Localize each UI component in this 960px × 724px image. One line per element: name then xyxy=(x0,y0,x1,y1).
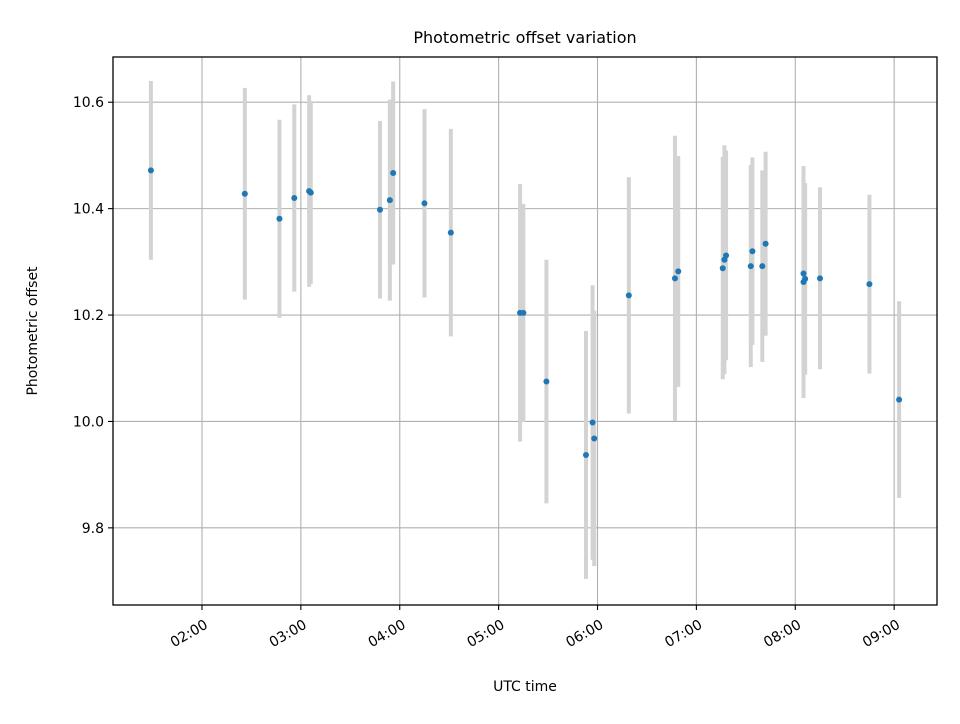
y-tick-label: 10.2 xyxy=(73,308,104,324)
data-point xyxy=(625,292,632,299)
grid xyxy=(113,57,937,605)
data-point xyxy=(749,248,756,255)
data-point xyxy=(747,263,754,270)
data-point xyxy=(723,252,730,259)
data-point xyxy=(671,275,678,282)
y-tick-label: 10.6 xyxy=(73,95,104,111)
data-point xyxy=(447,229,454,236)
data-point xyxy=(759,263,766,270)
data-point xyxy=(421,200,428,207)
data-point xyxy=(390,169,397,176)
data-point xyxy=(291,194,298,201)
data-point xyxy=(802,275,809,282)
data-point xyxy=(543,378,550,385)
data-point xyxy=(276,215,283,222)
data-point xyxy=(719,265,726,272)
data-point xyxy=(675,268,682,275)
y-tick-label: 9.8 xyxy=(82,521,104,537)
data-point xyxy=(520,309,527,316)
chart-title: Photometric offset variation xyxy=(413,28,636,47)
data-point xyxy=(307,189,314,196)
data-point xyxy=(386,197,393,204)
data-point xyxy=(241,190,248,197)
data-point xyxy=(589,419,596,426)
plot-frame xyxy=(112,56,938,606)
data-point xyxy=(866,281,873,288)
data-point xyxy=(376,206,383,213)
y-tick-label: 10.4 xyxy=(73,202,104,218)
y-tick-label: 10.0 xyxy=(73,414,104,430)
data-point xyxy=(896,396,903,403)
data-point xyxy=(147,167,154,174)
data-point xyxy=(582,451,589,458)
y-axis-label: Photometric offset xyxy=(25,266,41,396)
x-axis-label: UTC time xyxy=(493,679,557,695)
data-point xyxy=(816,275,823,282)
data-point xyxy=(800,270,807,277)
data-points xyxy=(147,167,903,458)
data-point xyxy=(762,240,769,247)
data-point xyxy=(591,435,598,442)
